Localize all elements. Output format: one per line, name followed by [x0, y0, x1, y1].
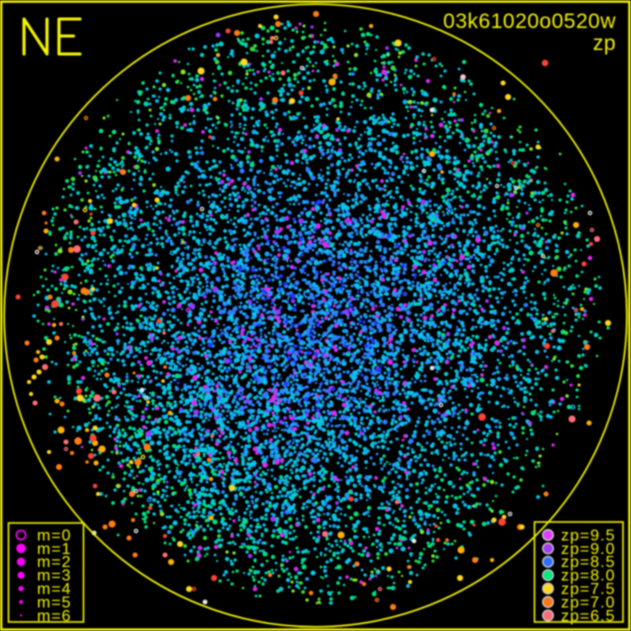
- svg-text:zp=9.0: zp=9.0: [561, 541, 615, 558]
- svg-text:m=0: m=0: [37, 527, 72, 544]
- svg-text:zp: zp: [593, 32, 616, 55]
- svg-text:m=4: m=4: [37, 581, 72, 598]
- svg-text:m=6: m=6: [37, 608, 72, 625]
- svg-text:zp=9.5: zp=9.5: [561, 527, 615, 544]
- svg-text:m=1: m=1: [37, 541, 72, 558]
- svg-text:zp=8.5: zp=8.5: [561, 554, 615, 571]
- svg-text:m=2: m=2: [37, 554, 72, 571]
- svg-text:zp=7.0: zp=7.0: [561, 594, 615, 611]
- svg-text:m=3: m=3: [37, 568, 72, 585]
- svg-text:m=5: m=5: [37, 594, 72, 611]
- svg-text:zp=6.5: zp=6.5: [561, 608, 615, 625]
- svg-text:zp=7.5: zp=7.5: [561, 581, 615, 598]
- svg-text:zp=8.0: zp=8.0: [561, 568, 615, 585]
- svg-text:03k61020o0520w: 03k61020o0520w: [443, 10, 616, 33]
